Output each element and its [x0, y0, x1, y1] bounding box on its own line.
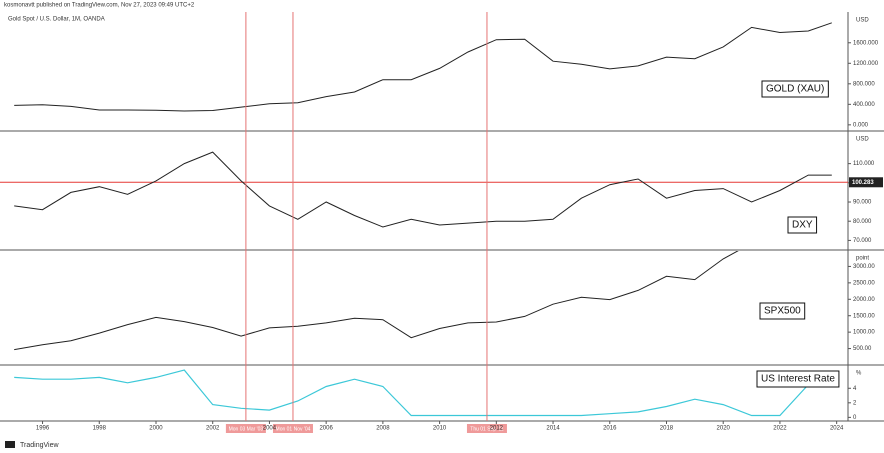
marker-label-bg [225, 424, 266, 433]
x-tick-label: 2012 [490, 426, 504, 432]
pane-label: GOLD (XAU) [766, 84, 824, 95]
marker-label: Thu 01 Sep '11 [470, 426, 504, 432]
unit-label: USD [856, 137, 869, 143]
series-line [14, 251, 739, 351]
unit-label: point [856, 256, 869, 262]
y-tick-label: 500.00 [853, 346, 872, 352]
series-line [14, 22, 832, 112]
x-tick-label: 2016 [603, 426, 617, 432]
y-tick-label: 3000.00 [853, 264, 875, 270]
unit-label: USD [856, 18, 869, 24]
y-tick-label: 1200.000 [853, 61, 879, 67]
x-tick-label: 2018 [660, 426, 674, 432]
x-tick-label: 2002 [206, 426, 220, 432]
y-tick-label: 0 [853, 415, 857, 421]
pane-label: DXY [792, 220, 813, 231]
x-tick-label: 2004 [263, 426, 277, 432]
y-tick-label: 90.000 [853, 200, 872, 206]
plot [14, 151, 832, 228]
x-tick-label: 2022 [773, 426, 787, 432]
y-tick-label: 110.000 [853, 161, 875, 167]
marker-label-bg [272, 424, 313, 433]
pane-label: SPX500 [764, 306, 801, 317]
marker-label: Mon 01 Nov '04 [276, 426, 311, 432]
x-tick-label: 2024 [830, 426, 844, 432]
y-tick-label: 400.000 [853, 102, 875, 108]
y-tick-label: 4 [853, 386, 857, 392]
pane-label-box [756, 370, 840, 388]
y-tick-label: 1600.000 [853, 40, 879, 46]
plot [14, 369, 832, 417]
x-tick-label: 2020 [717, 426, 731, 432]
footer: TradingView [20, 442, 59, 449]
plot [14, 22, 832, 112]
y-tick-label: 70.000 [853, 238, 872, 244]
pane-label-box [761, 80, 829, 98]
x-tick-label: 2010 [433, 426, 447, 432]
header: kosmonavtt published on TradingView.com,… [4, 3, 195, 9]
x-tick-label: 1998 [93, 426, 107, 432]
pane-label-box [759, 302, 806, 320]
x-tick-label: 2014 [546, 426, 560, 432]
y-tick-label: 80.000 [853, 219, 872, 225]
series-line [14, 369, 832, 417]
price-label: 100.283 [852, 180, 874, 186]
series-line [14, 151, 832, 228]
price-label-bg [849, 177, 883, 188]
y-tick-label: 800.000 [853, 81, 875, 87]
y-tick-label: 1000.00 [853, 330, 875, 336]
y-tick-label: 2000.00 [853, 297, 875, 303]
x-tick-label: 2000 [149, 426, 163, 432]
pane-label: US Interest Rate [761, 374, 835, 385]
x-tick-label: 1996 [36, 426, 50, 432]
logo [5, 441, 15, 448]
x-tick-label: 2006 [319, 426, 333, 432]
y-tick-label: 2 [853, 400, 857, 406]
pane-subtitle: Gold Spot / U.S. Dollar, 1M, OANDA [8, 17, 105, 23]
pane-label-box [787, 216, 818, 234]
marker-label: Mon 03 Mar '03 [229, 426, 264, 432]
x-tick-label: 2008 [376, 426, 390, 432]
marker-label-bg [466, 424, 507, 433]
plot [14, 251, 739, 351]
y-tick-label: 2500.00 [853, 280, 875, 286]
unit-label: % [856, 371, 862, 377]
y-tick-label: 1500.00 [853, 313, 875, 319]
y-tick-label: 0.000 [853, 122, 869, 128]
